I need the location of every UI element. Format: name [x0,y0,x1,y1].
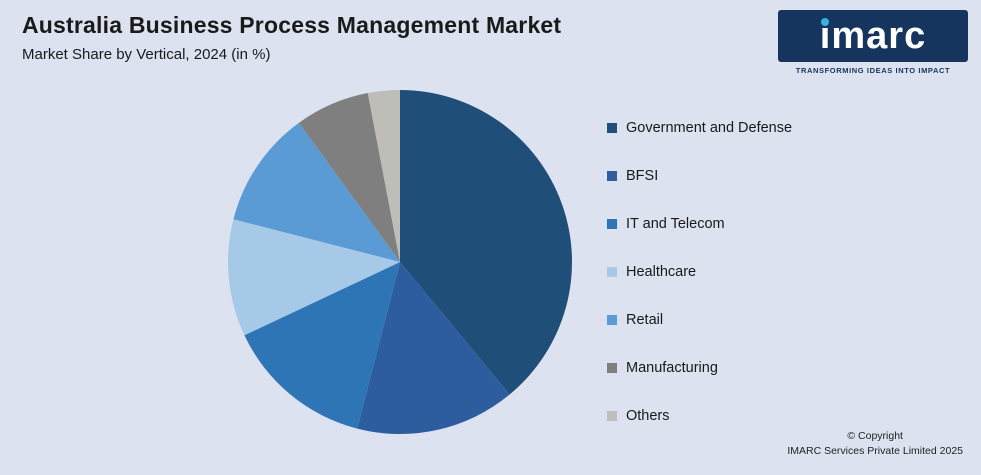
legend-item: Others [607,408,792,424]
copyright-line1: © Copyright [847,429,903,442]
pie-slice-5 [298,93,400,262]
imarc-logo: ı marc [778,10,968,62]
legend-item: IT and Telecom [607,216,792,232]
legend-label: Healthcare [626,264,697,280]
pie-slice-4 [233,122,400,262]
pie-slice-3 [228,219,400,336]
legend-label: Others [626,408,670,424]
pie-chart-svg [228,90,572,434]
page-subtitle: Market Share by Vertical, 2024 (in %) [22,46,271,63]
copyright-line2: IMARC Services Private Limited 2025 [787,444,963,457]
legend-label: Manufacturing [626,360,718,376]
legend-item: Healthcare [607,264,792,280]
copyright: © Copyright IMARC Services Private Limit… [787,429,963,459]
logo-letter-i: ı [819,15,832,57]
legend-item: BFSI [607,168,792,184]
pie-chart [220,82,580,442]
logo-text: ı marc [819,15,927,57]
legend-swatch [607,363,617,373]
legend-label: IT and Telecom [626,216,725,232]
legend-swatch [607,411,617,421]
legend-label: Retail [626,312,664,328]
legend-swatch [607,219,617,229]
legend-label: Government and Defense [626,120,793,136]
legend: Government and Defense BFSI IT and Telecom… [607,120,792,424]
page-title: Australia Business Process Management Ma… [22,12,562,38]
legend-swatch [607,171,617,181]
legend-item: Government and Defense [607,120,792,136]
legend-item: Retail [607,312,792,328]
pie-slice-0 [400,90,572,395]
legend-item: Manufacturing [607,360,792,376]
legend-swatch [607,123,617,133]
logo-i-dot [820,18,829,26]
logo-tagline: TRANSFORMING IDEAS INTO IMPACT [795,66,951,75]
legend-label: BFSI [626,168,659,184]
pie-slice-2 [244,262,400,429]
legend-swatch [607,267,617,277]
legend-swatch [607,315,617,325]
pie-slice-1 [357,262,510,434]
pie-slice-6 [367,90,400,262]
